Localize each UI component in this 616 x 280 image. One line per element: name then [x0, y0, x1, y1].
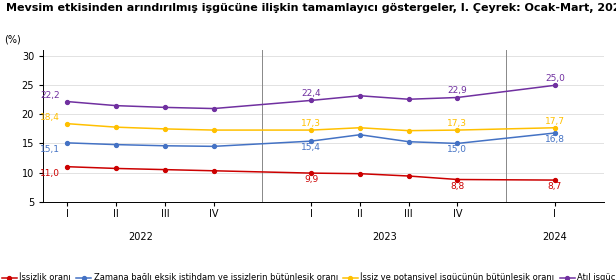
Text: 15,4: 15,4 [301, 143, 321, 152]
Text: 2024: 2024 [543, 232, 567, 242]
Text: 15,0: 15,0 [447, 146, 468, 155]
Text: Mevsim etkisinden arındırılmış işgücüne ilişkin tamamlayıcı göstergeler, I. Çeyr: Mevsim etkisinden arındırılmış işgücüne … [6, 3, 616, 13]
Text: 17,3: 17,3 [447, 119, 468, 128]
Text: 18,4: 18,4 [40, 113, 60, 122]
Text: 8,8: 8,8 [450, 181, 464, 190]
Text: 17,3: 17,3 [301, 119, 321, 128]
Text: (%): (%) [4, 34, 20, 44]
Text: 22,2: 22,2 [41, 90, 60, 100]
Text: 11,0: 11,0 [40, 169, 60, 178]
Text: 25,0: 25,0 [545, 74, 565, 83]
Text: 17,7: 17,7 [545, 117, 565, 126]
Text: 2022: 2022 [128, 232, 153, 242]
Text: 16,8: 16,8 [545, 135, 565, 144]
Text: 2023: 2023 [372, 232, 397, 242]
Text: 8,7: 8,7 [548, 182, 562, 191]
Text: 15,1: 15,1 [40, 145, 60, 154]
Text: 9,9: 9,9 [304, 175, 318, 184]
Legend: İşsizlik oranı, Zamana bağlı eksik istihdam ve işsizlerin bütünleşik oranı, İşsi: İşsizlik oranı, Zamana bağlı eksik istih… [0, 269, 616, 280]
Text: 22,9: 22,9 [448, 87, 468, 95]
Text: 22,4: 22,4 [301, 89, 321, 98]
